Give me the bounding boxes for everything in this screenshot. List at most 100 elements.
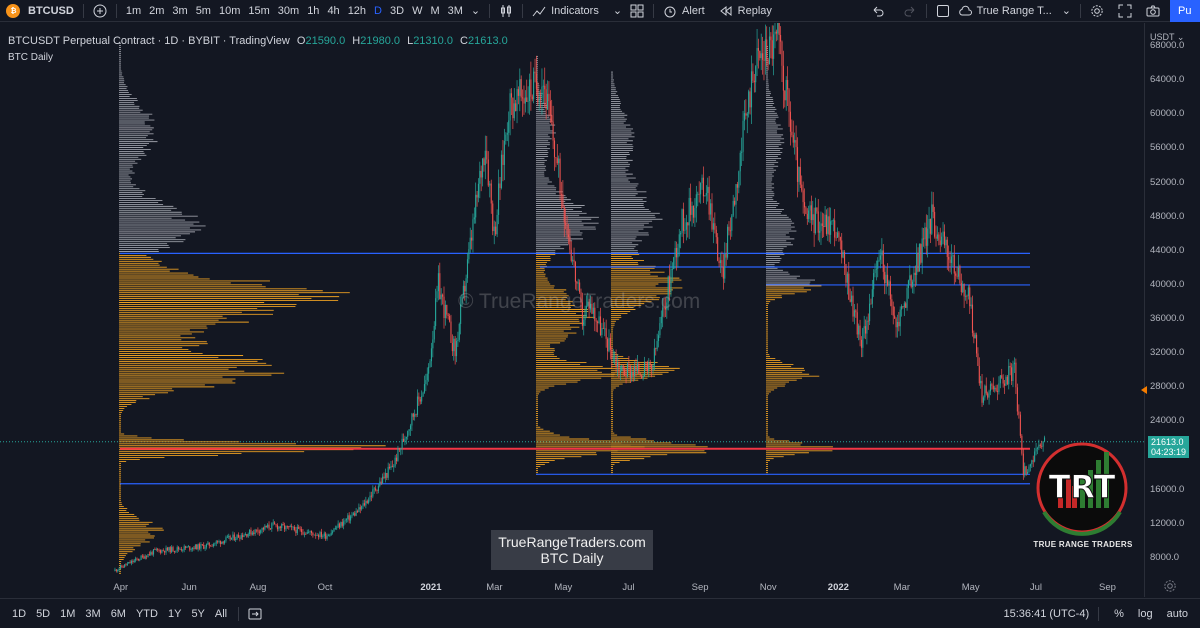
- candle-body: [129, 562, 131, 564]
- chart-type-button[interactable]: [495, 0, 517, 22]
- timeframe-2m[interactable]: 2m: [149, 4, 165, 17]
- range-5d[interactable]: 5D: [36, 607, 51, 620]
- range-1m[interactable]: 1M: [60, 607, 76, 620]
- timeframe-3m[interactable]: 3m: [172, 4, 188, 17]
- replay-button[interactable]: Replay: [715, 0, 776, 22]
- candle-body: [402, 438, 405, 442]
- candle-body: [1015, 362, 1017, 388]
- candle-body: [669, 276, 671, 293]
- candle-body: [905, 303, 907, 308]
- time-axis-settings-button[interactable]: [1163, 579, 1177, 593]
- range-ytd[interactable]: YTD: [135, 607, 158, 620]
- currency-label[interactable]: USDT ⌄: [1150, 32, 1185, 42]
- candle-body: [212, 544, 215, 547]
- range-6m[interactable]: 6M: [110, 607, 126, 620]
- layout-name-button[interactable]: True Range T... ⌄: [954, 0, 1075, 22]
- timeframe-1m[interactable]: 1m: [125, 4, 142, 17]
- candle-body: [746, 113, 748, 116]
- price-chart[interactable]: [0, 23, 1145, 575]
- timeframe-5m[interactable]: 5m: [195, 4, 211, 17]
- candle-body: [960, 282, 962, 293]
- candle-body: [809, 205, 811, 211]
- candle-body: [526, 97, 528, 102]
- templates-button[interactable]: [626, 0, 648, 22]
- candle-body: [207, 542, 209, 545]
- settings-button[interactable]: [1086, 0, 1108, 22]
- candle-body: [964, 295, 967, 297]
- snapshot-button[interactable]: [1142, 0, 1164, 22]
- auto-scale-toggle[interactable]: auto: [1166, 607, 1188, 620]
- candle-body: [748, 91, 750, 114]
- timeframe-12h[interactable]: 12h: [347, 4, 367, 17]
- timeframe-3m[interactable]: 3M: [447, 4, 463, 17]
- candle-body: [285, 525, 287, 530]
- candle-body: [555, 157, 557, 159]
- timeframe-3d[interactable]: 3D: [390, 4, 405, 17]
- undo-button[interactable]: [867, 0, 889, 22]
- range-3m[interactable]: 3M: [85, 607, 101, 620]
- timeframe-4h[interactable]: 4h: [327, 4, 340, 17]
- time-tick: Jun: [181, 582, 197, 593]
- candle-body: [736, 184, 738, 188]
- range-5y[interactable]: 5Y: [191, 607, 205, 620]
- candle-body: [272, 522, 274, 524]
- candle-body: [303, 533, 305, 535]
- candle-body: [931, 204, 933, 234]
- timeframe-15m[interactable]: 15m: [248, 4, 270, 17]
- timeframe-1h[interactable]: 1h: [307, 4, 320, 17]
- candle-body: [573, 259, 575, 263]
- compare-symbol-button[interactable]: [89, 0, 111, 22]
- candle-body: [760, 53, 762, 59]
- candle-body: [597, 321, 599, 324]
- time-tick: May: [554, 582, 573, 593]
- price-tick: 48000.0: [1150, 210, 1185, 222]
- indicators-button[interactable]: Indicators ⌄: [528, 0, 626, 22]
- alert-button[interactable]: Alert: [659, 0, 709, 22]
- candle-body: [260, 530, 262, 533]
- clock-timezone[interactable]: 15:36:41 (UTC-4): [1003, 607, 1090, 620]
- chevron-down-icon[interactable]: ⌄: [470, 5, 481, 17]
- candle-body: [509, 93, 511, 121]
- candle-body: [1019, 414, 1021, 436]
- alert-marker-icon[interactable]: [1141, 386, 1147, 394]
- timeframe-30m[interactable]: 30m: [277, 4, 300, 17]
- timeframe-m[interactable]: M: [430, 4, 440, 17]
- chevron-down-icon: ⌄: [1061, 5, 1071, 17]
- candle-body: [821, 223, 823, 226]
- fullscreen-select-button[interactable]: [932, 0, 954, 22]
- candle-body: [468, 249, 470, 260]
- log-scale-toggle[interactable]: log: [1137, 607, 1153, 620]
- candle-body: [916, 252, 918, 276]
- candle-body: [299, 528, 301, 530]
- candle-body: [588, 301, 590, 310]
- goto-date-button[interactable]: [244, 603, 266, 625]
- candle-body: [914, 272, 916, 276]
- candle-body: [140, 555, 142, 560]
- symbol-search[interactable]: BTCUSD: [28, 4, 74, 17]
- candle-body: [291, 526, 293, 528]
- candle-body: [925, 227, 927, 246]
- timeframe-w[interactable]: W: [412, 4, 423, 17]
- range-1y[interactable]: 1Y: [167, 607, 182, 620]
- range-all[interactable]: All: [214, 607, 228, 620]
- timeframe-10m[interactable]: 10m: [218, 4, 241, 17]
- time-axis[interactable]: Apr Jun Aug Oct 2021 Mar May Jul Sep Nov 2022 Mar Ma…: [0, 575, 1145, 597]
- candle-body: [722, 266, 724, 279]
- publish-button[interactable]: Pu: [1170, 0, 1200, 22]
- timeframe-d[interactable]: D: [374, 4, 382, 17]
- time-tick: Sep: [1099, 582, 1116, 593]
- candle-body: [198, 544, 201, 549]
- fullscreen-button[interactable]: [1114, 0, 1136, 22]
- candle-body: [239, 537, 241, 539]
- candle-body: [962, 283, 964, 293]
- candle-body: [196, 544, 198, 550]
- price-axis[interactable]: USDT ⌄: [1146, 23, 1200, 597]
- percent-scale-toggle[interactable]: %: [1114, 607, 1124, 620]
- redo-button[interactable]: [899, 0, 921, 22]
- candle-body: [432, 339, 434, 349]
- candle-body: [791, 131, 793, 136]
- candle-body: [768, 36, 771, 65]
- range-1d[interactable]: 1D: [12, 607, 27, 620]
- chart-pane[interactable]: [0, 23, 1145, 597]
- candle-body: [437, 273, 439, 292]
